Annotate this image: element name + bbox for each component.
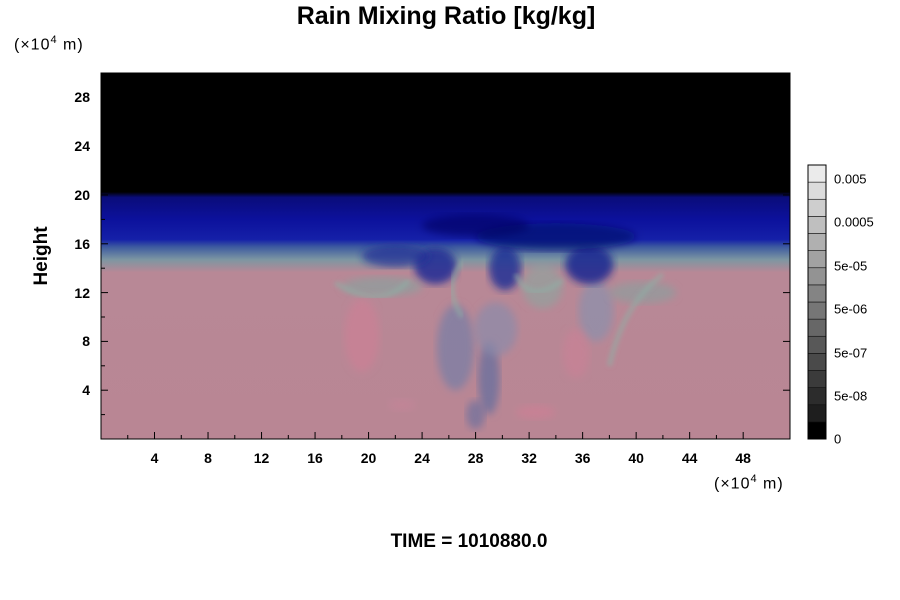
axis-ticks [101,73,790,439]
colorbar-swatch [807,216,827,234]
field-blob [562,329,590,378]
field-blob [474,302,518,357]
colorbar-swatch [807,198,827,217]
field-blob [436,304,475,391]
colorbar-swatch [807,335,827,354]
colorbar-swatch [807,404,827,423]
field-blob [344,298,380,372]
colorbar [807,164,827,440]
field-filament [513,273,565,294]
colorbar-tick-label: 0.0005 [834,214,874,230]
x-tick-label: 12 [253,450,270,466]
colorbar-frame [807,164,827,440]
field-blob [466,399,485,430]
field-blob [478,341,500,415]
colorbar-tick-label: 5e-07 [834,345,868,361]
x-tick-label: 20 [360,450,377,466]
colorbar-swatch [807,250,827,269]
field-blob [341,276,423,297]
field-blob [522,264,563,309]
y-tick-label: 16 [74,235,90,252]
y-tick-label: 28 [74,89,90,106]
colorbar-swatch [807,301,827,320]
colorbar-swatch [807,318,827,337]
field-filament [606,272,665,367]
x-tick-label: 48 [735,450,751,466]
colorbar-swatch [807,267,827,286]
colorbar-tick-label: 0 [834,431,842,447]
time-label: TIME = 1010880.0 [390,531,548,552]
x-tick-label: 28 [467,450,484,466]
x-tick-label: 36 [574,450,591,466]
colorbar-swatch [807,387,827,406]
field-features [333,214,677,430]
colorbar-swatch [807,233,827,251]
field-blob [578,280,614,342]
x-tick-label: 8 [204,450,212,466]
chart-title: Rain Mixing Ratio [kg/kg] [296,2,596,30]
colorbar-swatch [807,284,827,303]
field-blob [488,246,522,291]
field-filament [333,278,411,299]
colorbar-tick-label: 5e-06 [834,301,868,317]
colorbar-tick-label: 5e-05 [834,258,868,274]
colorbar-swatch [807,421,827,440]
x-tick-label: 16 [307,450,323,466]
y-tick-label: 8 [82,333,90,350]
y-tick-label: 12 [74,284,90,301]
field-blob [565,245,614,285]
x-tick-label: 32 [521,450,537,466]
y-tick-label: 4 [82,382,90,399]
field-blob [515,404,556,420]
colorbar-swatch [807,370,827,388]
plot-frame [100,72,791,440]
field-filament [449,260,465,319]
colorbar-tick-label: 0.005 [834,171,867,187]
colorbar-swatch [807,181,827,200]
field-blob [388,398,416,411]
x-tick-label: 44 [681,450,698,466]
y-tick-label: 20 [74,187,90,203]
x-axis-unit: (×104 m) [714,473,784,493]
field-blob [361,245,429,267]
x-tick-label: 40 [628,450,644,466]
field-blob [422,214,530,237]
y-tick-label: 24 [74,138,90,155]
x-tick-label: 4 [150,450,159,466]
colorbar-swatch [807,164,827,183]
colorbar-swatch [807,353,827,371]
x-tick-label: 24 [414,450,430,466]
y-axis-unit: (×104 m) [14,34,84,54]
colorbar-tick-label: 5e-08 [834,388,868,404]
